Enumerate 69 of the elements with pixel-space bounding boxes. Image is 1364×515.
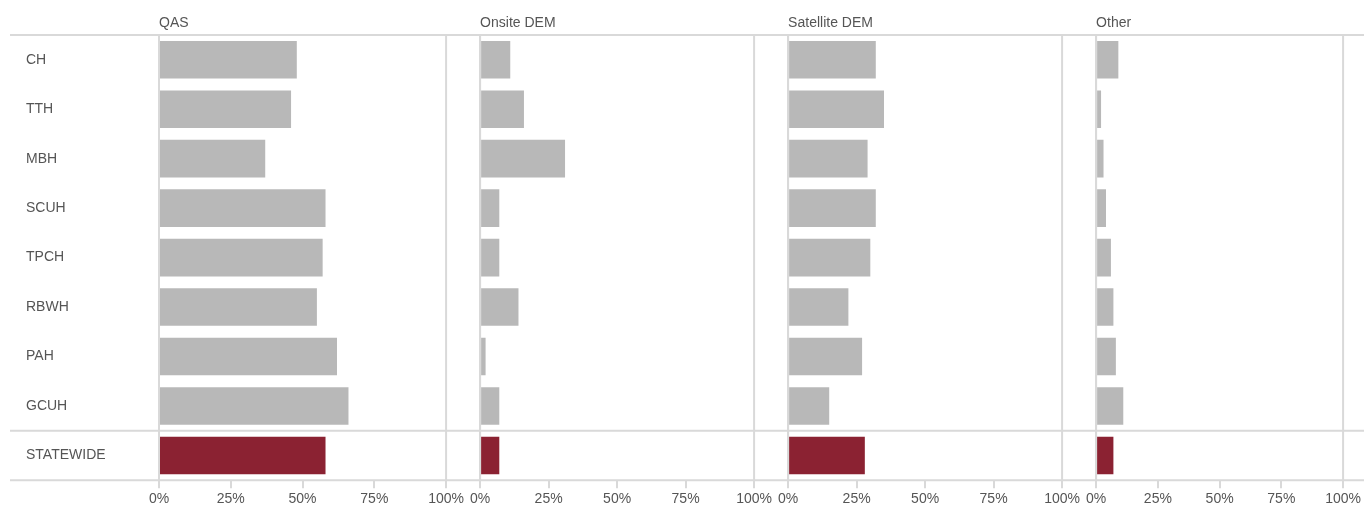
- x-tick-label: 25%: [1143, 490, 1172, 507]
- chart-title: QAS: [159, 14, 189, 30]
- chart-title: Satellite DEM: [788, 14, 873, 30]
- bar: [789, 288, 849, 326]
- bar: [481, 436, 500, 475]
- bar: [160, 436, 326, 475]
- bar: [1097, 189, 1106, 227]
- x-tick-label: 100%: [1044, 490, 1080, 507]
- bar: [481, 90, 524, 128]
- bar: [481, 139, 566, 178]
- bar: [160, 337, 337, 376]
- bar: [1097, 40, 1119, 79]
- bar: [160, 189, 326, 227]
- x-tick-label: 75%: [979, 490, 1008, 507]
- bar: [160, 387, 349, 425]
- y-tick-label: TPCH: [26, 248, 65, 265]
- x-tick-label: 100%: [1325, 490, 1361, 507]
- x-tick-label: 100%: [736, 490, 772, 507]
- bar: [160, 288, 317, 326]
- y-tick-label: RBWH: [26, 297, 69, 314]
- y-tick-label: STATEWIDE: [26, 446, 106, 463]
- y-tick-label: SCUH: [26, 198, 66, 215]
- x-tick-label: 25%: [842, 490, 871, 507]
- x-tick-label: 50%: [603, 490, 632, 507]
- bar: [160, 238, 323, 277]
- y-tick-label: TTH: [26, 100, 54, 117]
- bar: [160, 40, 297, 79]
- x-tick-label: 50%: [1205, 490, 1234, 507]
- bar: [789, 337, 863, 376]
- bar: [481, 238, 500, 277]
- bar: [789, 189, 876, 227]
- bar: [1097, 387, 1124, 425]
- y-tick-label: GCUH: [26, 396, 68, 413]
- x-tick-label: 75%: [360, 490, 389, 507]
- bar: [789, 436, 865, 475]
- bar: [481, 40, 511, 79]
- bar: [789, 139, 868, 178]
- bar: [481, 337, 486, 376]
- bar: [1097, 436, 1114, 475]
- x-tick-label: 0%: [778, 490, 799, 507]
- bar: [481, 288, 519, 326]
- bar: [160, 90, 292, 128]
- x-tick-label: 50%: [911, 490, 940, 507]
- bar: [789, 238, 871, 277]
- bar: [1097, 139, 1104, 178]
- x-tick-label: 0%: [1086, 490, 1107, 507]
- x-tick-label: 75%: [1267, 490, 1296, 507]
- bar: [481, 387, 500, 425]
- bar: [789, 387, 830, 425]
- bar: [1097, 90, 1102, 128]
- y-tick-label: CH: [26, 50, 47, 67]
- bar: [1097, 288, 1114, 326]
- bar: [160, 139, 266, 178]
- y-tick-label: PAH: [26, 347, 54, 364]
- bar: [789, 40, 876, 79]
- bar: [789, 90, 885, 128]
- x-tick-label: 100%: [428, 490, 464, 507]
- y-tick-label: MBH: [26, 149, 58, 166]
- x-tick-label: 0%: [148, 490, 170, 507]
- bar: [481, 189, 500, 227]
- bar: [1097, 238, 1111, 277]
- x-tick-label: 25%: [216, 490, 245, 507]
- chart-title: Onsite DEM: [480, 14, 556, 30]
- x-tick-label: 50%: [288, 490, 317, 507]
- x-tick-label: 25%: [534, 490, 563, 507]
- chart-title: Other: [1096, 14, 1132, 30]
- x-tick-label: 0%: [470, 490, 491, 507]
- x-tick-label: 75%: [671, 490, 700, 507]
- bar: [1097, 337, 1116, 376]
